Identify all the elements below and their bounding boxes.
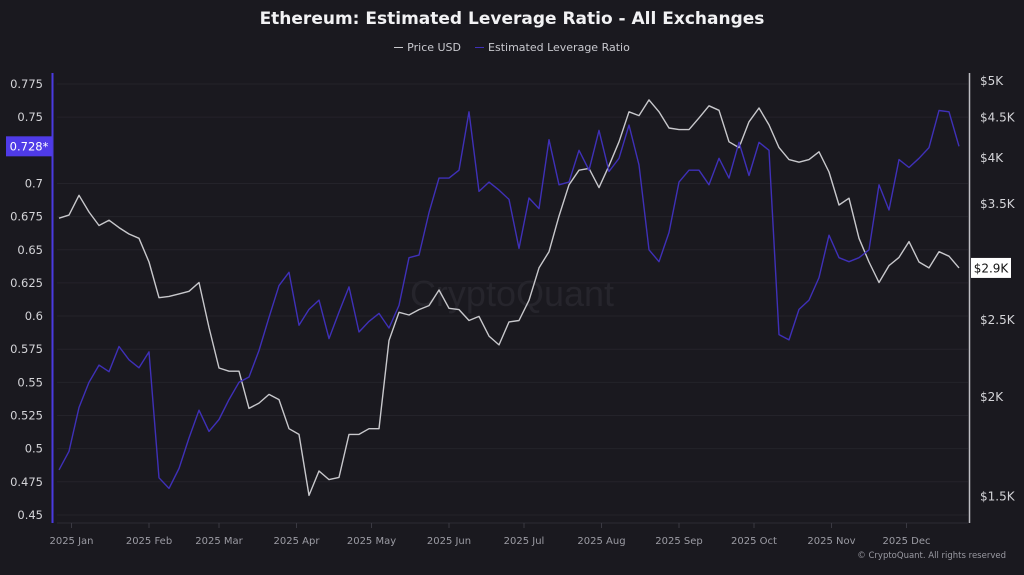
right-tick-label: $5K [980,74,1004,88]
left-tick-label: 0.675 [10,210,43,224]
x-tick-label: 2025 Oct [731,536,777,547]
legend-swatch-price [394,46,404,49]
left-last-value-badge [6,136,52,157]
right-tick-label: $4.5K [980,110,1016,124]
x-tick-label: 2025 Jan [49,536,93,547]
x-tick-label: 2025 Mar [195,536,243,547]
right-tick-label: $2K [980,390,1004,404]
left-tick-label: 0.75 [17,110,43,124]
left-tick-label: 0.575 [10,342,43,356]
right-tick-label: $3.5K [980,197,1016,211]
right-tick-label: $1.5K [980,489,1016,503]
left-tick-label: 0.55 [17,375,43,389]
legend-item-price[interactable]: Price USD [394,41,461,54]
chart-title: Ethereum: Estimated Leverage Ratio - All… [259,9,765,29]
legend-label-leverage: Estimated Leverage Ratio [488,41,630,54]
left-tick-label: 0.475 [10,475,43,489]
legend-label-price: Price USD [407,41,462,54]
axes: 0.45 0.475 0.5 0.525 0.55 0.575 0.6 0.625 0.65 0.… [6,73,1016,547]
left-tick-label: 0.65 [17,243,43,257]
series-lines [58,99,960,497]
watermark: CryptoQuant [410,273,614,314]
x-tick-label: 2025 Feb [126,536,172,547]
x-tick-label: 2025 May [347,536,396,547]
right-last-value-label: $2.9K [974,261,1010,275]
x-tick-label: 2025 Dec [883,536,931,547]
legend: Price USD Estimated Leverage Ratio [0,41,1024,54]
leverage-ratio-line [58,109,960,490]
legend-item-leverage[interactable]: Estimated Leverage Ratio [475,41,630,54]
left-tick-label: 0.625 [10,276,43,290]
x-tick-label: 2025 Jul [504,536,545,547]
right-tick-label: $2.5K [980,313,1016,327]
x-tick-label: 2025 Aug [577,536,625,547]
x-tick-label: 2025 Sep [655,536,702,547]
legend-swatch-leverage [475,46,485,49]
price-usd-line [58,99,960,497]
left-last-value-label: 0.728* [10,139,49,153]
x-tick-label: 2025 Jun [427,536,471,547]
right-tick-label: $4K [980,151,1004,165]
left-tick-label: 0.775 [10,77,43,91]
left-tick-label: 0.6 [25,309,43,323]
left-tick-label: 0.7 [25,176,43,190]
left-tick-label: 0.45 [17,508,43,522]
right-last-value-badge [971,257,1011,278]
left-tick-label: 0.5 [25,442,43,456]
copyright-footer: © CryptoQuant. All rights reserved [857,551,1006,561]
left-tick-label: 0.525 [10,409,43,423]
x-tick-label: 2025 Apr [274,536,321,547]
x-tick-label: 2025 Nov [807,536,855,547]
